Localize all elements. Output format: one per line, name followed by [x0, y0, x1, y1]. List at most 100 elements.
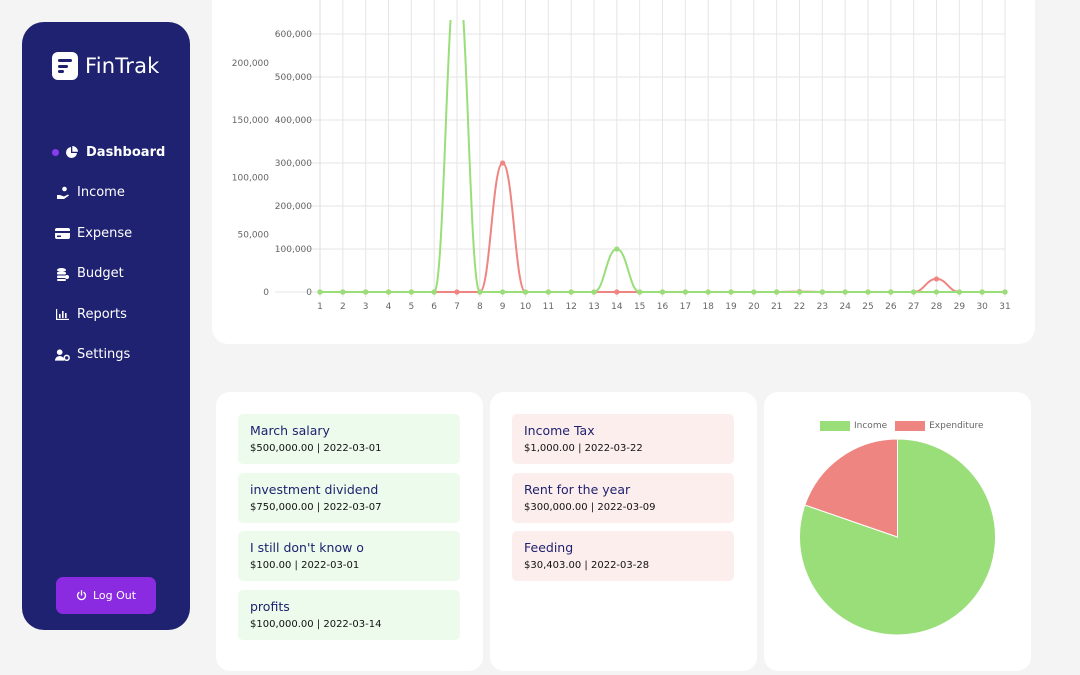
data-point-income[interactable]	[842, 289, 848, 295]
expense-item[interactable]: Income Tax $1,000.00 | 2022-03-22	[512, 414, 734, 464]
sidebar-item-income[interactable]: Income	[55, 173, 185, 214]
data-point-income[interactable]	[317, 289, 323, 295]
income-item[interactable]: I still don't know o $100.00 | 2022-03-01	[238, 531, 460, 581]
x-tick-label: 15	[634, 302, 645, 312]
x-tick-label: 3	[363, 302, 369, 312]
y-right-tick-label: 200,000	[275, 202, 312, 212]
data-point-income[interactable]	[568, 289, 574, 295]
x-tick-label: 8	[477, 302, 483, 312]
hand-coin-icon	[55, 185, 70, 200]
data-point-income[interactable]	[888, 289, 894, 295]
sidebar-item-expense[interactable]: Expense	[55, 213, 185, 254]
data-point-income[interactable]	[705, 289, 711, 295]
x-tick-label: 18	[702, 302, 714, 312]
data-point-income[interactable]	[1002, 289, 1008, 295]
legend-swatch-expenditure	[895, 421, 926, 431]
pie-legend: Income Expenditure	[820, 421, 984, 431]
income-item-meta: $750,000.00 | 2022-03-07	[250, 501, 382, 513]
data-point-income[interactable]	[751, 289, 757, 295]
data-point-income[interactable]	[614, 246, 620, 252]
x-tick-label: 12	[565, 302, 576, 312]
x-tick-label: 31	[999, 302, 1010, 312]
x-tick-label: 19	[725, 302, 737, 312]
x-tick-label: 11	[543, 302, 554, 312]
app-logo[interactable]: FinTrak	[52, 52, 160, 80]
data-point-income[interactable]	[340, 289, 346, 295]
expense-item-meta: $30,403.00 | 2022-03-28	[524, 560, 650, 571]
expense-item-meta: $1,000.00 | 2022-03-22	[524, 443, 643, 454]
x-tick-label: 25	[862, 302, 873, 312]
data-point-income[interactable]	[956, 289, 962, 295]
y-left-tick-label: 100,000	[232, 173, 269, 183]
y-left-tick-label: 0	[263, 288, 269, 298]
data-point-expenditure[interactable]	[454, 289, 460, 295]
x-tick-label: 29	[954, 302, 966, 312]
expense-item[interactable]: Rent for the year $300,000.00 | 2022-03-0…	[512, 472, 734, 523]
sidebar-item-settings[interactable]: Settings	[55, 335, 185, 376]
user-gear-icon	[55, 347, 70, 362]
data-point-income[interactable]	[933, 289, 940, 295]
data-point-expenditure[interactable]	[500, 160, 506, 166]
data-point-income[interactable]	[363, 289, 369, 295]
logout-label: Log Out	[92, 589, 137, 602]
y-left-tick-label: 200,000	[232, 59, 269, 69]
data-point-expenditure[interactable]	[933, 276, 940, 282]
expense-list-card: Income Tax $1,000.00 | 2022-03-22 Rent for…	[490, 392, 757, 671]
income-item[interactable]: profits $100,000.00 | 2022-03-14	[238, 589, 460, 640]
sidebar-item-dashboard[interactable]: Dashboard	[52, 132, 185, 173]
x-tick-label: 16	[657, 302, 669, 312]
credit-card-icon	[55, 226, 70, 241]
coin-stack-icon	[55, 266, 70, 281]
bar-chart-icon	[55, 307, 70, 322]
income-item-title: March salary	[250, 423, 330, 438]
income-item[interactable]: investment dividend $750,000.00 | 2022-03…	[238, 472, 460, 523]
data-point-income[interactable]	[979, 289, 985, 295]
data-point-income[interactable]	[385, 289, 392, 295]
data-point-income[interactable]	[477, 289, 483, 295]
pie-slice-expenditure[interactable]	[804, 438, 898, 538]
expense-item[interactable]: Feeding $30,403.00 | 2022-03-28	[512, 531, 734, 581]
legend-swatch-income	[820, 421, 850, 431]
x-tick-label: 26	[885, 302, 897, 312]
data-point-income[interactable]	[637, 289, 643, 295]
x-tick-label: 7	[454, 302, 460, 312]
x-tick-label: 17	[680, 302, 691, 312]
data-point-income[interactable]	[796, 289, 803, 295]
daily-line-chart: 1 2 3 4 5 6 7 8 9 10 11 12 13 14 15 16 17 18 19 20 21 22 23 24 2…	[232, 0, 1011, 312]
income-list-card: March salary $500,000.00 | 2022-03-01 inve…	[216, 392, 483, 671]
income-item[interactable]: March salary $500,000.00 | 2022-03-01	[238, 414, 460, 464]
pie-slice-income[interactable]	[799, 438, 996, 636]
x-tick-label: 1	[317, 302, 323, 312]
x-tick-label: 5	[408, 302, 414, 312]
data-point-income[interactable]	[500, 289, 506, 295]
x-tick-label: 22	[794, 302, 805, 312]
data-point-income[interactable]	[682, 289, 688, 295]
line-chart-card: 1 2 3 4 5 6 7 8 9 10 11 12 13 14 15 16 17 18 19 20 21 22 23 24 2…	[212, 0, 1035, 344]
data-point-income[interactable]	[774, 289, 780, 295]
data-point-income[interactable]	[591, 289, 597, 295]
x-tick-label: 23	[817, 302, 828, 312]
data-point-income[interactable]	[865, 289, 871, 295]
data-point-income[interactable]	[819, 289, 825, 295]
x-tick-label: 4	[386, 302, 392, 312]
data-point-income[interactable]	[408, 289, 414, 295]
data-point-expenditure[interactable]	[614, 289, 620, 295]
sidebar-item-reports[interactable]: Reports	[55, 294, 185, 335]
sidebar-item-label: Expense	[77, 225, 133, 241]
income-item-meta: $100.00 | 2022-03-01	[250, 560, 360, 571]
data-point-income[interactable]	[728, 289, 734, 295]
pie-chart-icon	[64, 145, 79, 160]
x-tick-label: 9	[500, 302, 506, 312]
x-tick-label: 27	[908, 302, 919, 312]
logout-button[interactable]: Log Out	[56, 577, 156, 614]
income-item-title: I still don't know o	[250, 540, 364, 555]
data-point-income[interactable]	[911, 289, 917, 295]
sidebar-item-label: Dashboard	[86, 144, 166, 160]
data-point-income[interactable]	[545, 289, 551, 295]
income-expenditure-pie	[799, 438, 996, 636]
data-point-income[interactable]	[431, 289, 437, 295]
data-point-income[interactable]	[659, 289, 666, 295]
sidebar-item-budget[interactable]: Budget	[55, 254, 185, 295]
data-point-income[interactable]	[522, 289, 529, 295]
active-indicator-dot	[52, 148, 59, 156]
